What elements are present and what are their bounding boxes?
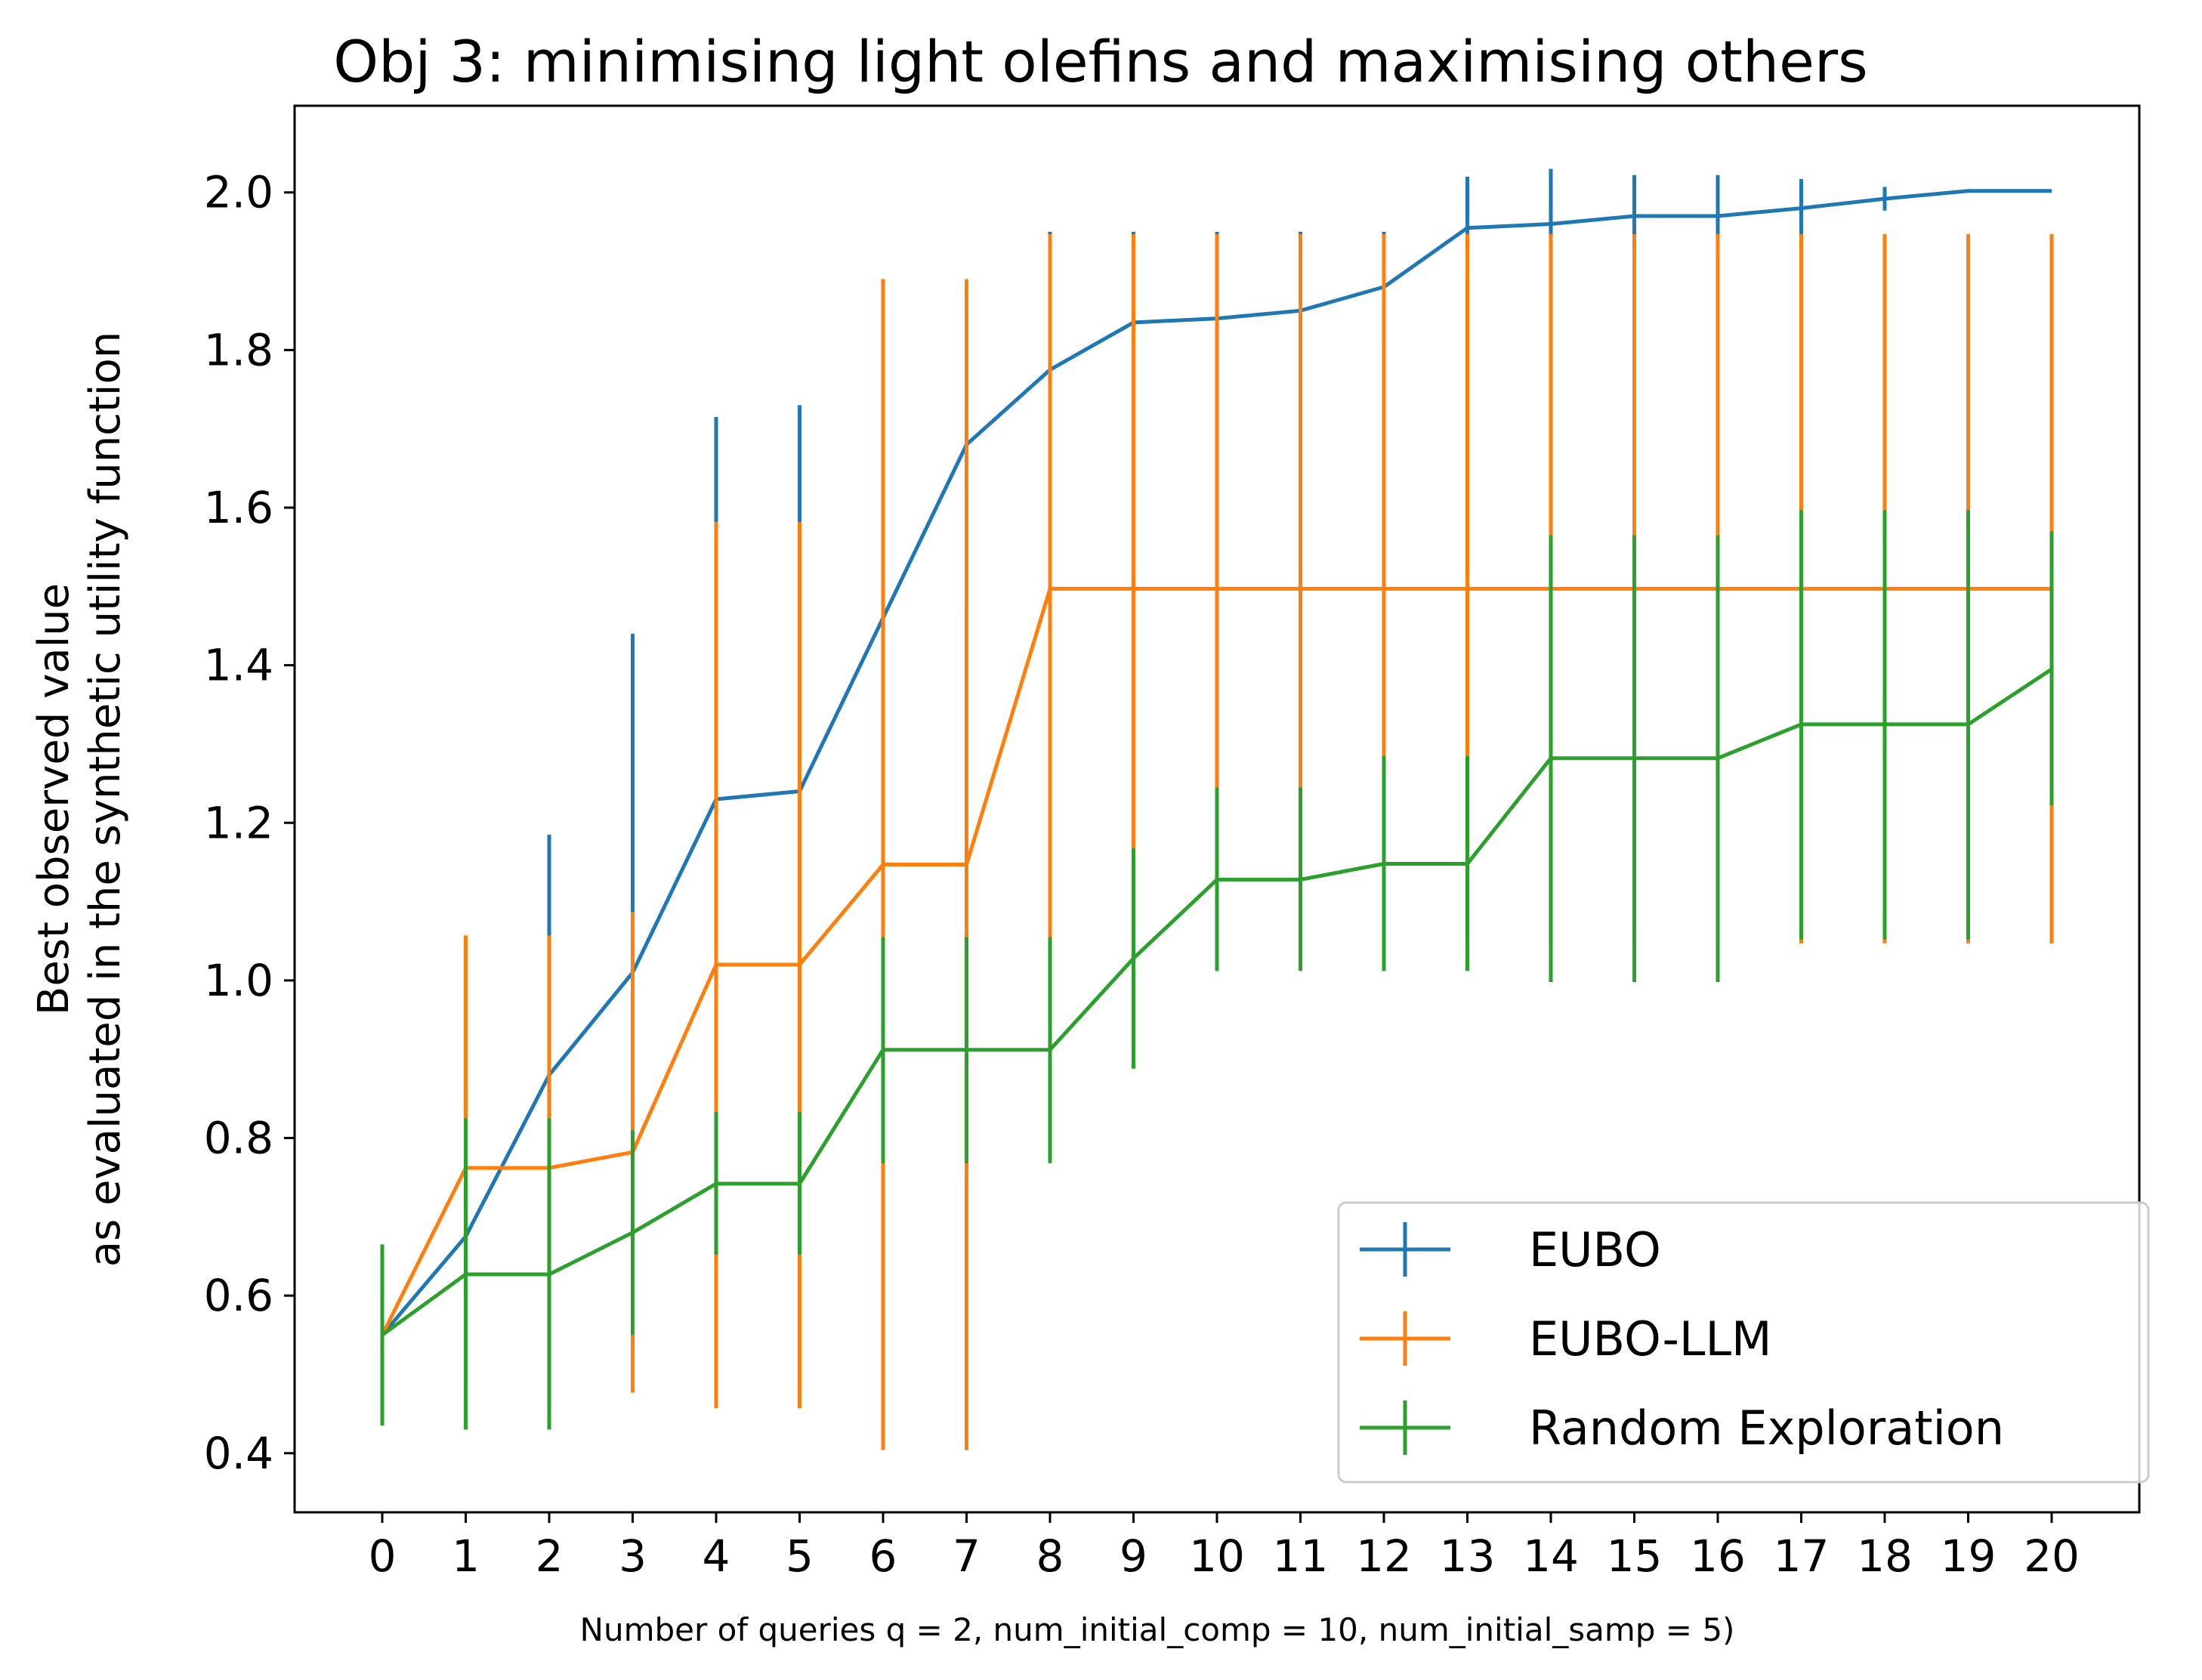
- x-tick-label: 8: [1036, 1530, 1064, 1582]
- y-tick-label: 1.8: [204, 324, 273, 375]
- y-tick-label: 1.2: [204, 797, 273, 848]
- x-axis: 0 1 2 3 4 5 6 7 8 9 10 11 12 13 14 15 16 17 18 19 20: [369, 1512, 2080, 1582]
- x-tick-label: 1: [452, 1530, 480, 1582]
- x-tick-label: 11: [1273, 1530, 1329, 1582]
- x-tick-label: 13: [1440, 1530, 1496, 1582]
- x-tick-label: 4: [703, 1530, 730, 1582]
- plot-area: [380, 168, 2054, 1450]
- y-tick-label: 1.4: [204, 640, 273, 691]
- y-axis: 0.4 0.6 0.8 1.0 1.2 1.4 1.6 1.8 2.0: [204, 167, 295, 1479]
- legend-label: EUBO-LLM: [1529, 1311, 1771, 1367]
- x-tick-label: 18: [1857, 1530, 1913, 1582]
- plot-frame: [293, 104, 2141, 1514]
- x-tick-label: 16: [1690, 1530, 1746, 1582]
- y-axis-label-line-1: Best observed value: [29, 583, 79, 1015]
- y-tick-label: 2.0: [204, 167, 273, 218]
- x-tick-label: 12: [1356, 1530, 1412, 1582]
- legend-box: [1337, 1201, 2150, 1484]
- x-tick-label: 17: [1774, 1530, 1830, 1582]
- y-tick-label: 1.0: [204, 955, 273, 1006]
- y-axis-label: Best observed value as evaluated in the …: [29, 332, 130, 1267]
- y-axis-label-line-2: as evaluated in the synthetic utility fu…: [81, 332, 130, 1267]
- x-tick-label: 2: [536, 1530, 564, 1582]
- legend-item: EUBO-LLM: [1360, 1311, 1771, 1367]
- legend-label: Random Exploration: [1529, 1401, 2004, 1456]
- legend-item: Random Exploration: [1360, 1401, 2004, 1456]
- x-tick-label: 19: [1941, 1530, 1997, 1582]
- x-tick-label: 14: [1523, 1530, 1579, 1582]
- legend-item: EUBO: [1360, 1222, 1661, 1277]
- x-tick-label: 0: [369, 1530, 397, 1582]
- legend-label: EUBO: [1529, 1222, 1661, 1277]
- x-tick-label: 15: [1607, 1530, 1663, 1582]
- y-tick-label: 0.4: [204, 1428, 273, 1479]
- y-tick-label: 0.6: [204, 1270, 273, 1321]
- x-tick-label: 5: [786, 1530, 814, 1582]
- series-line: [380, 586, 2052, 1336]
- x-tick-label: 6: [869, 1530, 897, 1582]
- x-axis-label: Number of queries q = 2, num_initial_com…: [580, 1611, 1735, 1648]
- x-tick-label: 9: [1120, 1530, 1147, 1582]
- legend: EUBO EUBO-LLM Random Exploration: [1337, 1201, 2150, 1484]
- series-line: [381, 667, 2053, 1337]
- chart-title: Obj 3: minimising light olefins and maxi…: [333, 28, 1867, 95]
- x-tick-label: 7: [953, 1530, 981, 1582]
- x-tick-label: 20: [2024, 1530, 2080, 1582]
- x-tick-label: 10: [1189, 1530, 1245, 1582]
- y-tick-label: 0.8: [204, 1113, 273, 1164]
- y-tick-label: 1.6: [204, 482, 273, 533]
- x-tick-label: 3: [619, 1530, 647, 1582]
- series-2: [380, 510, 2054, 1430]
